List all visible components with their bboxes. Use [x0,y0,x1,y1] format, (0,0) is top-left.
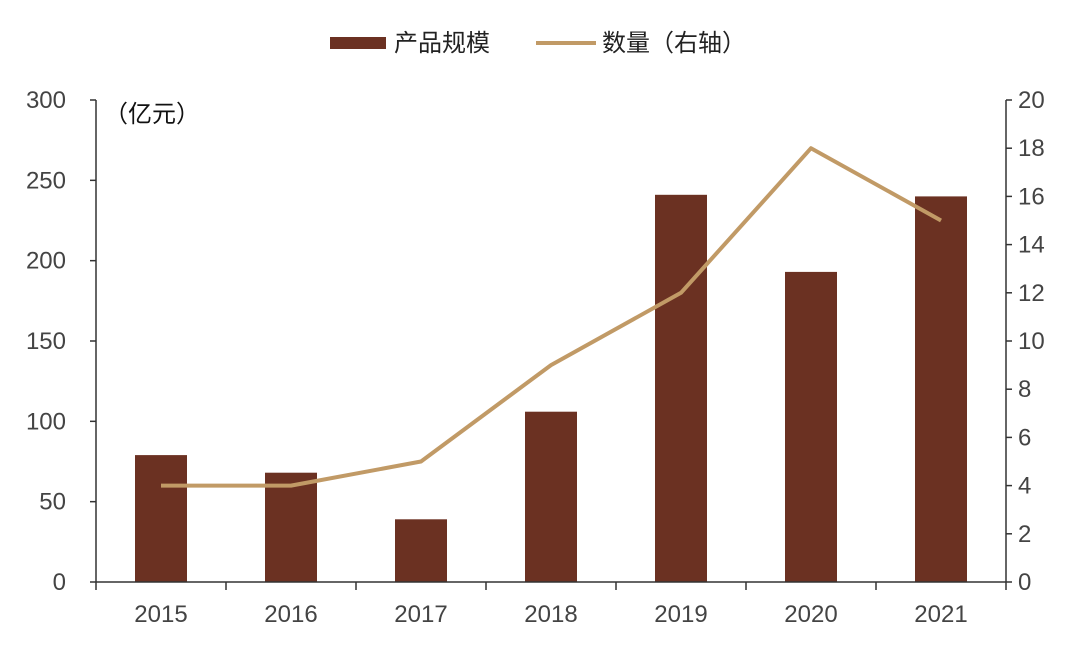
x-tick-label: 2015 [134,601,187,628]
x-tick-label: 2018 [524,601,577,628]
right-tick-label: 2 [1018,521,1031,548]
left-axis-unit-label: （亿元） [104,100,200,128]
legend: 产品规模 数量（右轴） [330,29,746,57]
legend-label-count: 数量（右轴） [602,29,746,57]
right-tick-label: 20 [1018,87,1045,114]
left-tick-label: 50 [39,489,66,516]
bar-2019 [655,194,707,583]
bar-2017 [395,519,447,582]
legend-swatch-product-scale [330,37,386,49]
right-tick-label: 16 [1018,183,1045,210]
bar-2015 [135,455,187,582]
right-tick-label: 6 [1018,424,1031,451]
left-tick-label: 300 [26,87,66,114]
right-tick-label: 4 [1018,473,1031,500]
axes: 0 50 100 150 200 250 300 0 2 4 6 8 10 12 14 16 18 20 2015 2… [26,87,1045,628]
bar-series [135,194,967,583]
left-tick-label: 200 [26,248,66,275]
x-tick-label: 2021 [914,601,967,628]
right-tick-label: 0 [1018,569,1031,596]
right-tick-label: 18 [1018,135,1045,162]
left-tick-label: 0 [53,569,66,596]
bar-2016 [265,472,317,582]
bar-2018 [525,411,577,582]
right-tick-label: 10 [1018,328,1045,355]
x-tick-label: 2020 [784,601,837,628]
left-tick-label: 100 [26,408,66,435]
bar-2021 [915,196,967,582]
right-tick-label: 14 [1018,232,1045,259]
x-tick-label: 2019 [654,601,707,628]
x-tick-label: 2017 [394,601,447,628]
right-tick-label: 8 [1018,376,1031,403]
right-tick-label: 12 [1018,280,1045,307]
bar-2020 [785,271,837,582]
left-tick-label: 150 [26,328,66,355]
x-tick-label: 2016 [264,601,317,628]
line-series [160,146,942,488]
left-tick-label: 250 [26,167,66,194]
legend-label-product-scale: 产品规模 [394,29,490,57]
